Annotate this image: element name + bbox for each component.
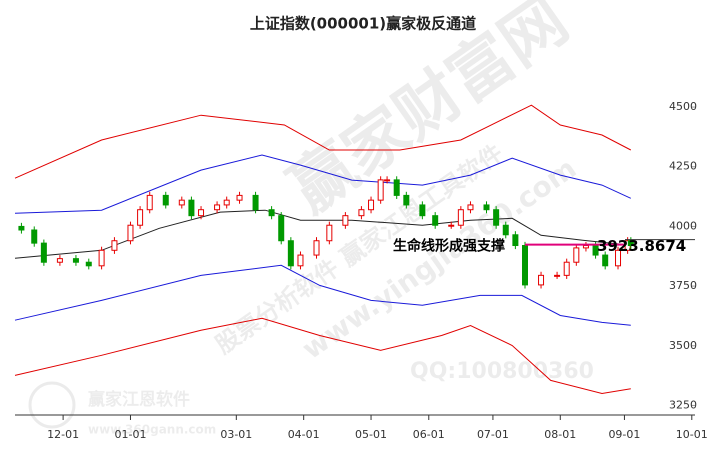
candle-body <box>278 215 285 242</box>
candle-body <box>554 274 561 277</box>
watermark: QQ:100800360 <box>410 359 594 384</box>
candle-body <box>522 245 528 286</box>
x-tick-label: 08-01 <box>544 428 576 441</box>
candle-body <box>236 194 243 201</box>
candle-body <box>252 194 259 211</box>
candle-body <box>18 225 25 231</box>
candle-body <box>342 215 349 226</box>
y-tick-label: 3250 <box>669 398 697 411</box>
candle-body <box>214 204 221 211</box>
watermark: 赢家江恩软件 <box>88 389 190 410</box>
candle-body <box>457 209 464 226</box>
candle-body <box>377 179 384 201</box>
candle-body <box>198 209 205 217</box>
candle-body <box>615 249 622 267</box>
y-tick-label: 4000 <box>669 219 697 232</box>
candle-body <box>368 199 375 211</box>
x-tick-label: 04-01 <box>288 428 320 441</box>
candle-body <box>573 247 580 263</box>
chart-title: 上证指数(000001)赢家极反通道 <box>250 15 476 33</box>
y-tick-label: 3750 <box>669 279 697 292</box>
candle-body <box>85 261 92 267</box>
y-tick-label: 4250 <box>669 160 697 173</box>
candle-body <box>31 229 38 244</box>
band-line <box>14 104 632 179</box>
y-tick-label: 3500 <box>669 339 697 352</box>
candle-body <box>393 179 400 196</box>
candle-body <box>448 224 455 227</box>
candle-body <box>358 209 365 217</box>
x-tick-label: 12-01 <box>47 428 79 441</box>
candle-body <box>467 204 474 211</box>
candle-body <box>98 249 105 267</box>
candle-body <box>483 204 490 211</box>
candle-body <box>146 194 153 211</box>
support-value: 3923.8674 <box>597 237 686 255</box>
candle-body <box>502 224 509 236</box>
candle-body <box>56 258 63 263</box>
band-line <box>14 317 631 395</box>
x-tick-label: 01-01 <box>114 428 146 441</box>
y-tick-label: 4500 <box>669 100 697 113</box>
x-tick-label: 07-01 <box>477 428 509 441</box>
candle-body <box>313 240 320 256</box>
candle-body <box>127 224 134 242</box>
x-tick-label: 10-01 <box>676 428 708 441</box>
candle-body <box>602 254 609 267</box>
candle-body <box>403 194 410 206</box>
candle-body <box>287 240 294 267</box>
x-tick-label: 05-01 <box>355 428 387 441</box>
band-line <box>14 209 631 259</box>
candle-body <box>137 209 144 226</box>
x-tick-label: 03-01 <box>220 428 252 441</box>
candle-body <box>111 240 118 251</box>
band-line <box>14 264 631 326</box>
candle-body <box>188 199 195 217</box>
candle-body <box>178 199 185 206</box>
candle-body <box>582 245 589 249</box>
candle-body <box>512 234 519 247</box>
candle-body <box>538 274 545 286</box>
annotation: 生命线形成强支撑 <box>393 238 505 255</box>
x-tick-label: 09-01 <box>608 428 640 441</box>
candle-body <box>72 258 79 263</box>
watermark: www.360gann.com <box>88 423 216 437</box>
candle-body <box>493 209 500 226</box>
candle-body <box>384 179 391 182</box>
x-tick-label: 06-01 <box>413 428 445 441</box>
candle-body <box>162 194 169 206</box>
watermark-logo <box>28 381 76 429</box>
candle-body <box>297 254 304 267</box>
candle-body <box>627 240 634 247</box>
candle-body <box>268 209 275 217</box>
candle-body <box>223 199 230 206</box>
candle-body <box>419 204 426 217</box>
candle-body <box>563 261 570 276</box>
candle-body <box>432 215 439 226</box>
candle-body <box>40 242 47 263</box>
candle-body <box>326 224 333 242</box>
